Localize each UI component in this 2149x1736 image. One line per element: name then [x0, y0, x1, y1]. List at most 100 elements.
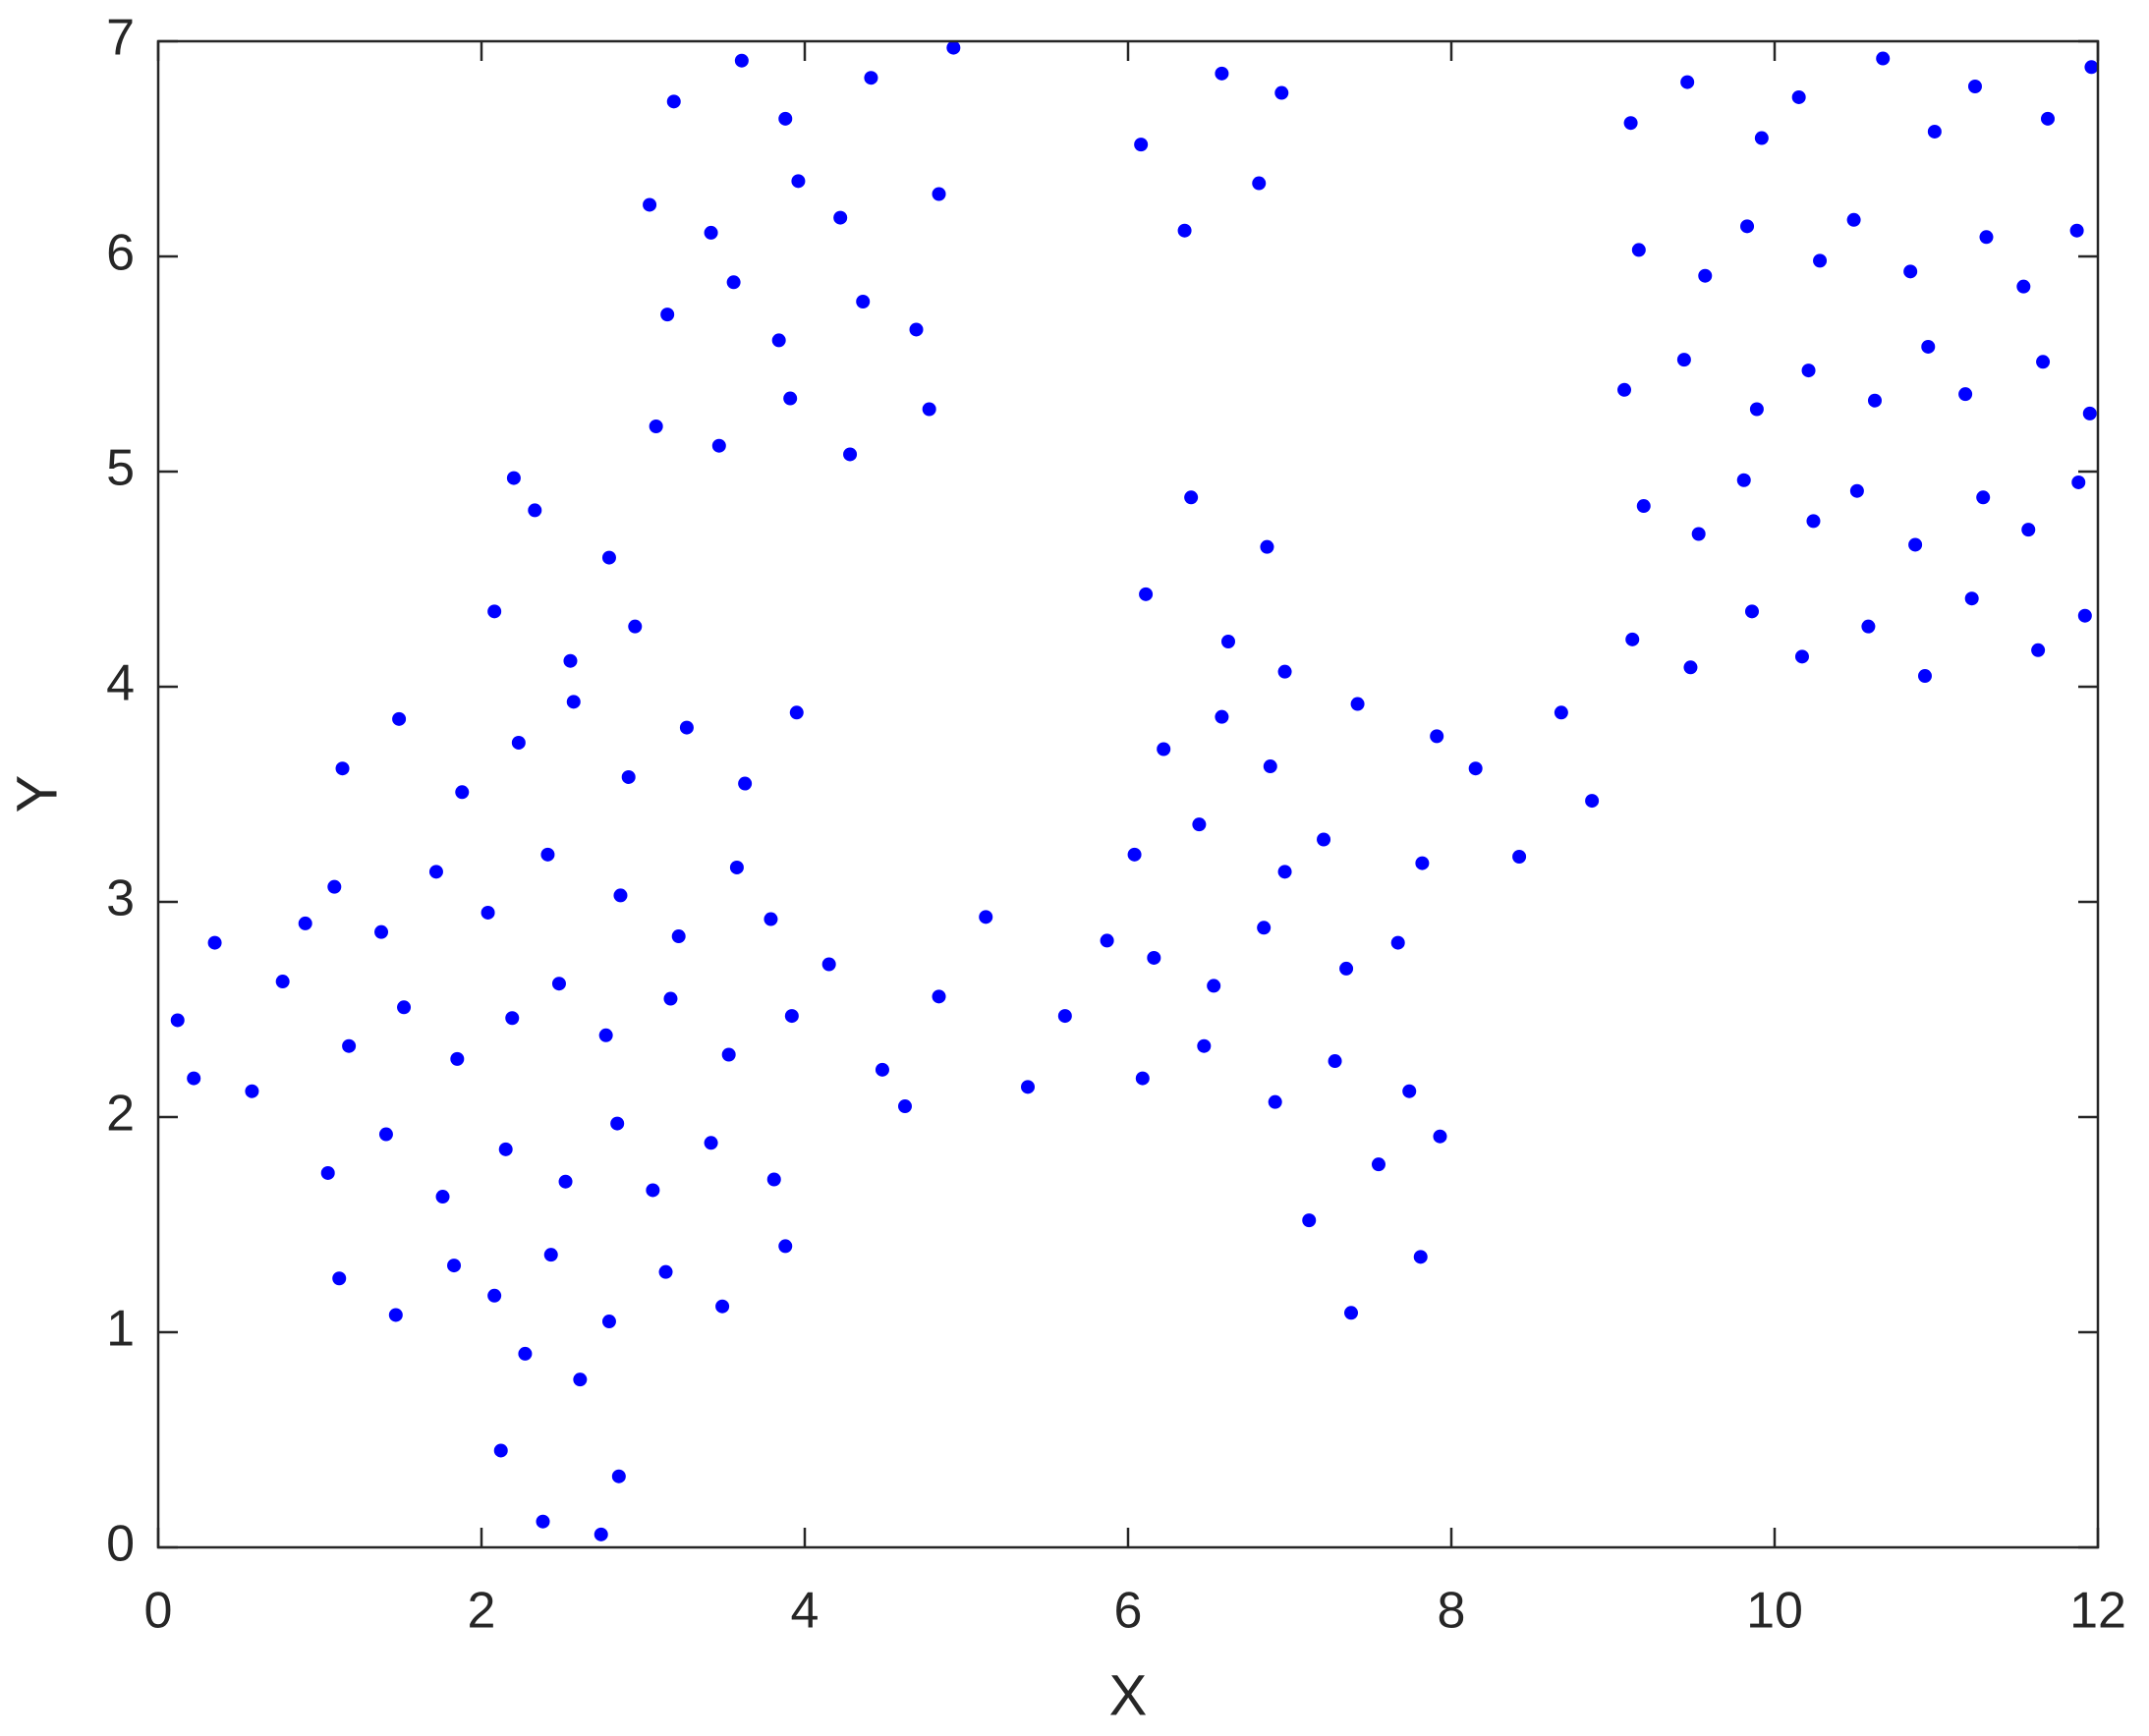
- point: [1147, 950, 1161, 965]
- x-axis-label: X: [1109, 1663, 1148, 1727]
- point: [729, 860, 744, 874]
- point: [1964, 591, 1979, 606]
- point: [245, 1084, 259, 1098]
- point: [1680, 75, 1695, 89]
- point: [1698, 268, 1713, 283]
- point: [335, 761, 350, 776]
- point: [909, 322, 924, 337]
- y-axis-label: Y: [5, 775, 69, 813]
- x-tick-label: 8: [1438, 1583, 1466, 1640]
- point: [1554, 705, 1568, 720]
- point: [1976, 490, 1991, 505]
- point: [1736, 473, 1751, 487]
- point: [1100, 933, 1114, 948]
- point: [481, 905, 495, 920]
- point: [447, 1259, 462, 1273]
- point: [598, 1028, 613, 1042]
- point: [1468, 761, 1483, 776]
- point: [658, 1264, 673, 1279]
- point: [1585, 794, 1600, 809]
- point: [1754, 131, 1769, 145]
- point: [1927, 124, 1942, 139]
- point: [551, 977, 566, 991]
- point: [1135, 1071, 1150, 1086]
- point: [611, 1469, 626, 1484]
- point: [771, 333, 786, 348]
- point: [1328, 1054, 1342, 1069]
- point: [511, 735, 526, 750]
- point: [721, 1047, 736, 1062]
- point: [1350, 697, 1365, 711]
- point: [833, 210, 848, 225]
- point: [332, 1271, 347, 1286]
- point: [763, 912, 778, 926]
- point: [1849, 483, 1864, 498]
- point: [621, 769, 636, 784]
- point: [856, 294, 871, 308]
- point: [566, 695, 581, 709]
- point: [1625, 632, 1640, 646]
- point: [2077, 608, 2092, 623]
- point: [2082, 406, 2097, 420]
- point: [1740, 219, 1755, 234]
- point: [2031, 643, 2046, 657]
- y-tick-label: 0: [106, 1516, 135, 1573]
- point: [2071, 475, 2086, 489]
- point: [1260, 539, 1274, 554]
- point: [1846, 212, 1861, 227]
- point: [666, 94, 681, 109]
- x-tick-label: 12: [2069, 1583, 2126, 1640]
- point: [791, 174, 806, 189]
- point: [1979, 230, 1994, 245]
- point: [435, 1190, 450, 1204]
- point: [1177, 223, 1192, 238]
- point: [1252, 176, 1267, 191]
- point: [932, 187, 946, 201]
- y-tick-label: 2: [106, 1086, 135, 1143]
- y-tick-label: 7: [106, 10, 135, 67]
- point: [663, 991, 678, 1006]
- x-tick-label: 10: [1746, 1583, 1803, 1640]
- point: [2069, 223, 2084, 238]
- point: [613, 888, 628, 903]
- point: [778, 1239, 793, 1254]
- point: [1867, 393, 1882, 408]
- point: [679, 720, 694, 735]
- point: [1791, 89, 1806, 104]
- point: [1921, 339, 1936, 354]
- point: [498, 1142, 513, 1156]
- point: [1512, 850, 1527, 865]
- point: [207, 935, 222, 950]
- point: [1317, 832, 1331, 847]
- point: [601, 550, 616, 565]
- x-tick-label: 4: [791, 1583, 820, 1640]
- point: [1139, 587, 1154, 601]
- y-tick-label: 5: [106, 440, 135, 497]
- point: [450, 1051, 465, 1066]
- point: [275, 975, 290, 989]
- point: [428, 865, 443, 879]
- point: [766, 1172, 781, 1187]
- point: [455, 785, 470, 800]
- point: [1257, 921, 1272, 935]
- point: [1430, 729, 1444, 744]
- point: [1917, 669, 1932, 684]
- point: [1876, 51, 1891, 66]
- y-tick-label: 1: [106, 1301, 135, 1358]
- point: [327, 879, 342, 894]
- y-tick-label: 4: [106, 655, 135, 712]
- plot-frame: [156, 39, 2100, 1549]
- point: [187, 1071, 201, 1086]
- plot-area: [158, 41, 2098, 1547]
- point: [601, 1315, 616, 1329]
- y-tick-label: 3: [106, 870, 135, 927]
- point: [897, 1099, 912, 1114]
- point: [1683, 660, 1698, 675]
- point: [932, 989, 946, 1004]
- point: [711, 438, 726, 453]
- x-tick-label: 2: [468, 1583, 496, 1640]
- point: [1127, 847, 1142, 862]
- point: [715, 1299, 730, 1314]
